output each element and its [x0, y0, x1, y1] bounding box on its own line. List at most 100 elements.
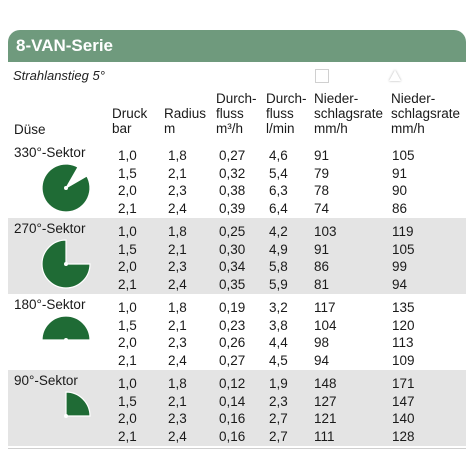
cell-fluss-l: 2,3 — [269, 393, 288, 409]
cell-fluss-l: 4,5 — [269, 352, 288, 368]
header-fluss-m3-unit: m³/h — [216, 121, 243, 136]
cell-nieder-triangle: 113 — [392, 335, 414, 350]
cell-nieder-square: 91 — [314, 241, 330, 257]
cell-fluss-m3: 0,12 — [219, 376, 246, 391]
cell-radius: 2,3 — [168, 183, 187, 198]
cell-fluss-m3: 0,26 — [219, 335, 246, 350]
header-nieder-triangle-unit: mm/h — [391, 121, 425, 136]
header-nieder-square-unit: mm/h — [314, 121, 348, 136]
cell-radius: 2,3 — [168, 411, 187, 426]
header-fluss-l-line2: fluss — [266, 106, 294, 121]
cell-nieder-square: 78 — [314, 183, 330, 198]
cell-nieder-square: 86 — [314, 259, 330, 274]
sector-wedge — [41, 315, 91, 341]
cell-fluss-l: 4,2 — [269, 224, 288, 239]
header-druck: Druck bar — [112, 106, 147, 136]
cell-nieder-square: 81 — [314, 276, 330, 292]
cell-nieder-square: 111 — [314, 428, 335, 444]
cell-druck: 2,1 — [118, 352, 137, 368]
cell-nieder-triangle: 99 — [392, 259, 408, 274]
cell-fluss-m3: 0,38 — [219, 183, 246, 198]
cell-druck: 1,5 — [118, 165, 137, 181]
cell-fluss-m3: 0,16 — [219, 411, 246, 426]
cell-nieder-square: 148 — [314, 376, 337, 391]
cell-fluss-m3: 0,27 — [219, 148, 246, 163]
cell-druck: 1,0 — [118, 376, 137, 391]
sector-wedge — [41, 163, 91, 213]
cell-nieder-triangle: 91 — [392, 165, 408, 181]
cell-fluss-l: 1,9 — [269, 376, 288, 391]
cell-nieder-square: 103 — [314, 224, 337, 239]
header-radius: Radius m — [164, 106, 206, 136]
cell-fluss-m3: 0,35 — [219, 276, 246, 292]
cell-fluss-l: 5,9 — [269, 276, 288, 292]
subtitle: Strahlanstieg 5° — [13, 68, 105, 83]
square-marker-icon — [315, 69, 329, 83]
cell-nieder-square: 104 — [314, 317, 337, 333]
cell-nieder-triangle: 171 — [392, 376, 415, 391]
cell-fluss-m3: 0,16 — [219, 428, 246, 444]
cell-radius: 2,4 — [168, 200, 187, 216]
table-bottom-rule — [8, 448, 466, 449]
header-duese: Düse — [14, 122, 46, 137]
cell-druck: 2,1 — [118, 276, 137, 292]
nozzle-dot — [64, 262, 68, 266]
cell-fluss-l: 5,8 — [269, 259, 288, 274]
cell-radius: 1,8 — [168, 300, 187, 315]
header-nieder-square: Nieder- schlagsrate mm/h — [314, 91, 383, 136]
cell-fluss-m3: 0,30 — [219, 241, 246, 257]
cell-fluss-l: 6,4 — [269, 200, 288, 216]
section-label: 330°-Sektor — [14, 145, 86, 160]
sector-wedge — [41, 239, 91, 289]
cell-fluss-m3: 0,19 — [219, 300, 246, 315]
cell-nieder-square: 74 — [314, 200, 330, 216]
cell-nieder-triangle: 109 — [392, 352, 415, 368]
nozzle-dot — [64, 414, 68, 418]
header-fluss-m3-line1: Durch- — [216, 91, 257, 106]
cell-fluss-l: 3,8 — [269, 317, 288, 333]
330-sector-icon — [41, 163, 91, 213]
header-nieder-square-line1: Nieder- — [314, 91, 359, 106]
cell-radius: 1,8 — [168, 376, 187, 391]
section-label: 270°-Sektor — [14, 221, 86, 236]
table-title: 8-VAN-Serie — [8, 30, 466, 62]
cell-radius: 1,8 — [168, 148, 187, 163]
cell-radius: 2,4 — [168, 352, 187, 368]
nozzle-dot — [64, 338, 68, 342]
triangle-marker-icon — [389, 70, 401, 81]
section-band — [8, 218, 466, 294]
cell-fluss-l: 6,3 — [269, 183, 288, 198]
cell-fluss-l: 2,7 — [269, 428, 288, 444]
cell-radius: 1,8 — [168, 224, 187, 239]
header-fluss-l: Durch- fluss l/min — [266, 91, 307, 136]
90-sector-icon — [64, 391, 91, 418]
cell-druck: 1,5 — [118, 317, 137, 333]
cell-nieder-square: 121 — [314, 411, 337, 426]
cell-druck: 2,0 — [118, 259, 137, 274]
cell-radius: 2,1 — [168, 317, 187, 333]
cell-nieder-square: 127 — [314, 393, 337, 409]
cell-druck: 1,0 — [118, 300, 137, 315]
header-nieder-square-line2: schlagsrate — [314, 106, 384, 121]
section-label: 180°-Sektor — [14, 297, 86, 312]
cell-druck: 2,1 — [118, 200, 137, 216]
cell-druck: 1,0 — [118, 224, 137, 239]
header-druck-line1: Druck — [112, 106, 148, 121]
cell-fluss-l: 5,4 — [269, 165, 288, 181]
cell-druck: 1,5 — [118, 393, 137, 409]
cell-radius: 2,1 — [168, 165, 187, 181]
cell-nieder-triangle: 94 — [392, 276, 408, 292]
cell-fluss-l: 4,9 — [269, 241, 288, 257]
cell-nieder-triangle: 135 — [392, 300, 415, 315]
cell-fluss-m3: 0,32 — [219, 165, 246, 181]
header-radius-unit: m — [164, 121, 176, 136]
header-nieder-triangle: Nieder- schlagsrate mm/h — [391, 91, 460, 136]
cell-radius: 2,3 — [168, 335, 187, 350]
cell-nieder-square: 79 — [314, 165, 330, 181]
cell-fluss-m3: 0,25 — [219, 224, 246, 239]
cell-nieder-triangle: 119 — [392, 224, 414, 239]
cell-nieder-triangle: 147 — [392, 393, 415, 409]
cell-radius: 2,4 — [168, 428, 187, 444]
cell-nieder-triangle: 128 — [392, 428, 415, 444]
header-radius-line1: Radius — [164, 106, 207, 121]
